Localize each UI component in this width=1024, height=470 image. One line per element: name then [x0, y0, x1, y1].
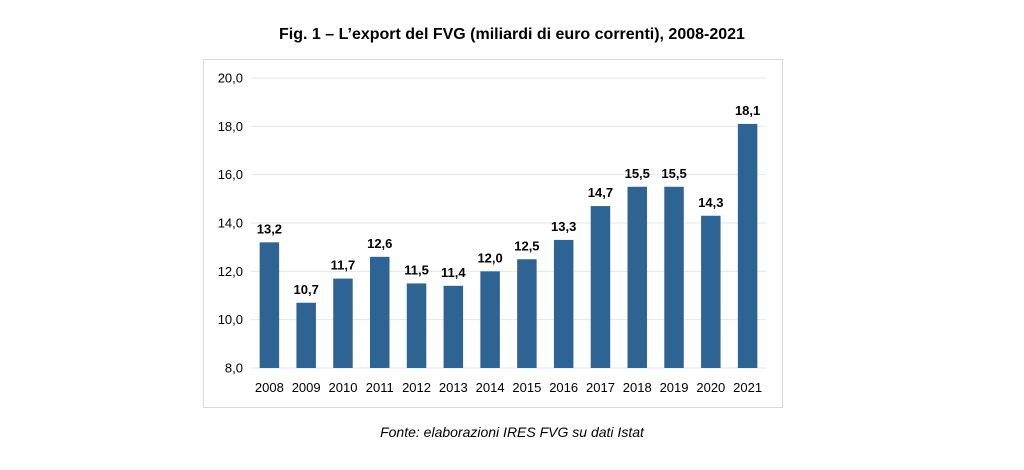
bar: [737, 123, 758, 369]
y-tick-label: 16,0: [218, 167, 243, 182]
data-label: 11,7: [331, 258, 356, 273]
bar: [333, 278, 353, 368]
bar: [443, 285, 464, 368]
bar: [517, 259, 537, 368]
bar: [259, 242, 280, 368]
x-tick-label: 2021: [733, 380, 762, 395]
chart-title: Fig. 1 – L’export del FVG (miliardi di e…: [279, 26, 745, 43]
x-tick-label: 2014: [476, 380, 505, 395]
x-tick-label: 2009: [292, 380, 321, 395]
x-tick-label: 2018: [623, 380, 652, 395]
bar: [406, 283, 427, 368]
y-tick-label: 20,0: [218, 71, 243, 86]
data-label: 13,2: [257, 221, 282, 236]
data-label: 10,7: [294, 282, 319, 297]
bar: [701, 215, 721, 368]
x-tick-label: 2008: [255, 380, 284, 395]
bar: [296, 302, 316, 368]
y-tick-label: 14,0: [218, 216, 243, 231]
bar: [627, 186, 647, 368]
x-tick-label: 2017: [586, 380, 615, 395]
source-note: Fonte: elaborazioni IRES FVG su dati Ist…: [380, 424, 644, 440]
x-tick-label: 2011: [366, 380, 394, 395]
x-tick-label: 2012: [402, 380, 431, 395]
data-label: 15,5: [625, 166, 650, 181]
bar: [590, 206, 611, 368]
y-tick-label: 12,0: [218, 264, 243, 279]
data-label: 15,5: [661, 166, 686, 181]
bar: [664, 186, 684, 368]
data-label: 13,3: [551, 219, 576, 234]
y-tick-label: 10,0: [218, 312, 243, 327]
y-tick-label: 8,0: [225, 361, 243, 376]
data-label: 12,5: [514, 238, 539, 253]
data-label: 11,4: [441, 265, 466, 280]
x-tick-label: 2010: [329, 380, 358, 395]
x-tick-label: 2019: [660, 380, 689, 395]
x-tick-label: 2020: [696, 380, 725, 395]
bar: [480, 271, 500, 368]
data-label: 12,6: [367, 236, 392, 251]
bar: [553, 239, 574, 368]
x-tick-label: 2013: [439, 380, 468, 395]
x-tick-label: 2015: [512, 380, 541, 395]
data-label: 14,7: [588, 185, 613, 200]
chart-area: [203, 59, 783, 408]
data-label: 18,1: [735, 103, 760, 118]
data-label: 14,3: [698, 195, 723, 210]
y-tick-label: 18,0: [218, 119, 243, 134]
x-tick-label: 2016: [549, 380, 578, 395]
data-label: 12,0: [477, 250, 502, 265]
data-label: 11,5: [404, 262, 429, 277]
bar: [370, 256, 390, 368]
